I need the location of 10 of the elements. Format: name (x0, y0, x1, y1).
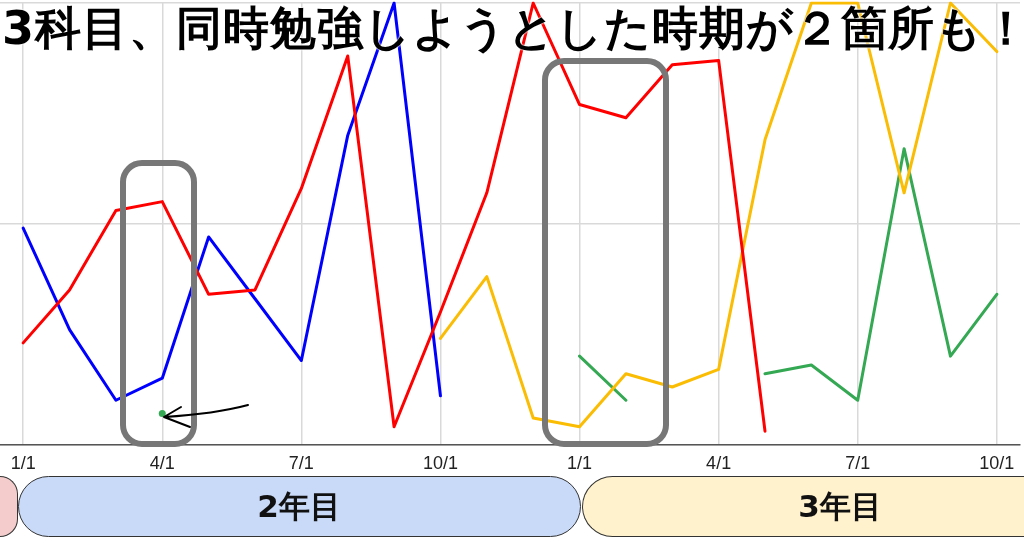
text: 2年目 (257, 487, 341, 526)
x-tick-label: 1/1 (10, 453, 36, 474)
x-tick-label: 4/1 (706, 453, 732, 474)
x-tick-label: 7/1 (288, 453, 314, 474)
x-tick-label: 10/1 (979, 453, 1015, 474)
x-tick-label: 4/1 (149, 453, 175, 474)
x-tick-label: 1/1 (567, 453, 593, 474)
text: 3年目 (798, 487, 882, 526)
x-tick-label: 10/1 (422, 453, 458, 474)
x-tick-label: 7/1 (845, 453, 871, 474)
